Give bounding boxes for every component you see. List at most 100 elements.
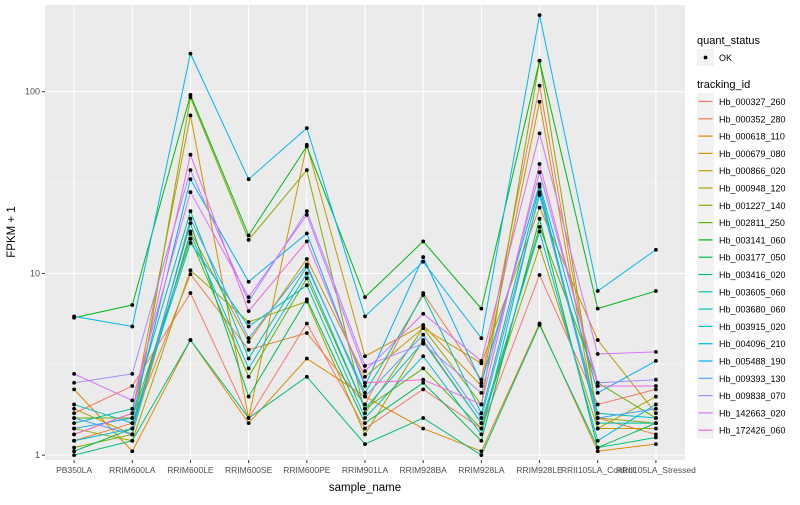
data-point (130, 438, 135, 443)
legend-label: Hb_000866_020 (719, 166, 786, 176)
x-tick-label: RRIM600PE (283, 465, 331, 475)
data-point (304, 144, 309, 149)
data-point (188, 177, 193, 182)
data-point (188, 209, 193, 214)
data-point (363, 369, 367, 373)
data-point (363, 394, 367, 399)
data-point (363, 416, 367, 420)
data-point (246, 309, 251, 314)
legend-label: Hb_005488_190 (719, 357, 786, 367)
data-point (188, 221, 193, 226)
data-point (595, 449, 600, 454)
data-point (188, 241, 193, 245)
data-point (421, 293, 426, 297)
data-point (421, 416, 426, 420)
data-point (304, 283, 309, 288)
data-point (72, 411, 76, 416)
data-point (654, 349, 658, 354)
data-point (421, 426, 426, 431)
data-point (421, 377, 426, 382)
data-point (130, 432, 135, 437)
data-point (72, 406, 76, 411)
data-point (537, 193, 542, 197)
data-point (246, 356, 251, 361)
data-point (188, 93, 193, 97)
data-point (304, 374, 309, 379)
data-point (421, 255, 426, 259)
data-point (72, 416, 76, 420)
data-point (537, 273, 542, 277)
data-point (537, 225, 542, 229)
data-point (72, 314, 76, 319)
data-point (304, 321, 309, 326)
data-point (537, 131, 542, 136)
data-point (479, 421, 484, 426)
data-point (188, 190, 193, 195)
data-point (188, 338, 193, 342)
data-point (246, 339, 251, 344)
legend-label: Hb_003177_050 (719, 253, 786, 263)
data-point (304, 231, 309, 236)
data-point (595, 338, 600, 342)
data-point (654, 442, 658, 446)
data-point (363, 432, 367, 437)
data-point (363, 354, 367, 359)
data-point (421, 239, 426, 244)
data-point (537, 99, 542, 104)
data-point (188, 291, 193, 295)
data-point (246, 233, 251, 238)
data-point (72, 380, 76, 385)
data-point (537, 182, 542, 187)
data-point (72, 402, 76, 407)
data-point (246, 177, 251, 182)
data-point (654, 411, 658, 416)
data-point (304, 239, 309, 244)
y-tick-label: 10 (30, 268, 40, 278)
data-point (363, 384, 367, 388)
data-point (654, 247, 658, 252)
data-point (304, 271, 309, 276)
data-point (304, 262, 309, 267)
data-point (479, 453, 484, 458)
data-point (72, 445, 76, 450)
data-point (304, 297, 309, 302)
data-point (72, 387, 76, 392)
data-point (479, 432, 484, 437)
color-legend-title: tracking_id (697, 79, 750, 91)
data-point (363, 391, 367, 395)
data-point (304, 356, 309, 361)
legend-label: Hb_003605_060 (719, 287, 786, 297)
data-point (304, 212, 309, 217)
legend-label: Hb_000679_080 (719, 149, 786, 159)
data-point (654, 432, 658, 437)
x-tick-label: RRII105LA_Stressed (616, 465, 696, 475)
data-point (595, 445, 600, 450)
data-point (479, 426, 484, 431)
point-legend-title: quant_status (697, 35, 760, 47)
data-point (537, 205, 542, 210)
data-point (479, 377, 484, 382)
data-point (654, 435, 658, 440)
data-point (479, 391, 484, 395)
data-point (363, 411, 367, 416)
data-point (479, 336, 484, 341)
data-point (188, 231, 193, 236)
data-point (363, 426, 367, 431)
data-point (188, 216, 193, 221)
data-point (72, 449, 76, 454)
legend-label: Hb_142663_020 (719, 408, 786, 418)
data-point (246, 324, 251, 329)
data-point (421, 332, 426, 337)
data-point (654, 359, 658, 363)
data-point (654, 387, 658, 392)
legend: quant_status OK tracking_id Hb_000327_26… (697, 35, 786, 439)
legend-label: Hb_003915_020 (719, 322, 786, 332)
data-point (595, 352, 600, 356)
data-point (246, 299, 251, 304)
data-point (479, 438, 484, 443)
data-point (72, 371, 76, 376)
data-point (421, 323, 426, 327)
data-point (421, 387, 426, 392)
